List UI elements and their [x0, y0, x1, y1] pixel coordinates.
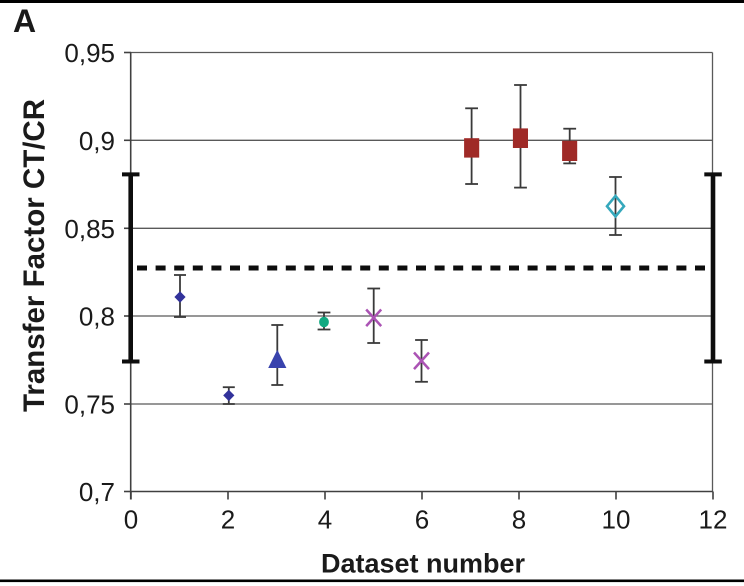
svg-text:4: 4: [318, 505, 332, 535]
svg-text:A: A: [13, 3, 36, 39]
svg-text:0,8: 0,8: [79, 302, 115, 332]
svg-text:Dataset number: Dataset number: [321, 549, 526, 579]
svg-text:0,9: 0,9: [79, 126, 115, 156]
svg-text:2: 2: [221, 505, 235, 535]
svg-text:6: 6: [415, 505, 429, 535]
svg-text:0: 0: [124, 505, 138, 535]
svg-text:0,7: 0,7: [79, 477, 115, 507]
svg-text:0,85: 0,85: [64, 214, 115, 244]
svg-text:0,75: 0,75: [64, 390, 115, 420]
svg-text:10: 10: [602, 505, 631, 535]
svg-text:Transfer Factor CT/CR: Transfer Factor CT/CR: [18, 99, 51, 412]
svg-text:0,95: 0,95: [64, 38, 115, 68]
svg-text:8: 8: [512, 505, 526, 535]
svg-text:12: 12: [699, 505, 728, 535]
